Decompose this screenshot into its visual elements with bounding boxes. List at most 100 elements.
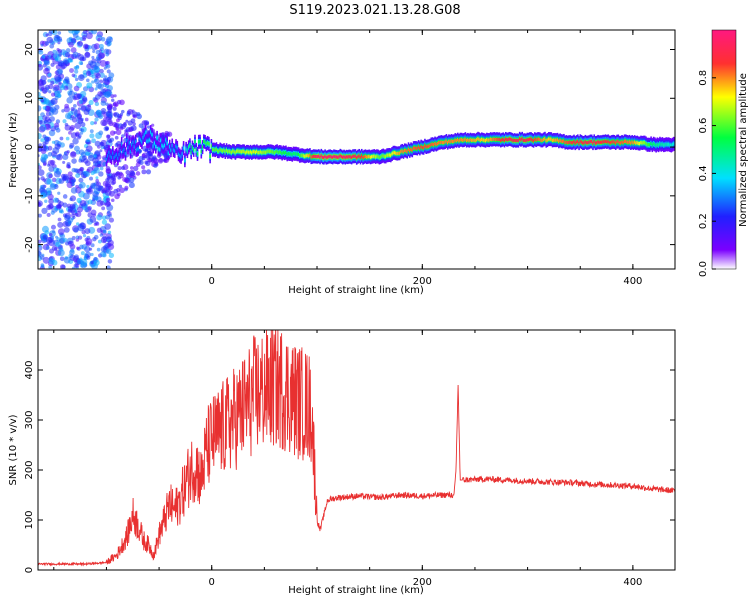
noise-point bbox=[86, 255, 91, 260]
ridge-cell bbox=[310, 155, 313, 159]
ridge-cell bbox=[184, 158, 186, 162]
ridge-cell bbox=[234, 151, 237, 155]
noise-point bbox=[93, 121, 97, 125]
noise-point bbox=[90, 243, 95, 248]
ridge-cell bbox=[137, 147, 139, 151]
noise-point bbox=[74, 145, 80, 152]
noise-point bbox=[38, 165, 42, 170]
noise-point bbox=[119, 114, 123, 118]
noise-point bbox=[44, 41, 50, 46]
noise-point bbox=[41, 55, 46, 59]
ridge-cell bbox=[257, 150, 259, 155]
ridge-cell bbox=[374, 155, 377, 159]
noise-point bbox=[56, 47, 60, 52]
noise-point bbox=[77, 41, 81, 45]
ridge-cell bbox=[609, 141, 612, 145]
noise-point bbox=[46, 212, 51, 218]
colorbar-gradient bbox=[711, 29, 737, 270]
ridge-cell bbox=[563, 139, 565, 143]
x-tick-label: 400 bbox=[623, 276, 642, 287]
noise-point bbox=[98, 171, 104, 177]
colorbar-tick-label: 0.6 bbox=[698, 118, 709, 134]
noise-point bbox=[96, 227, 102, 233]
ridge-cell bbox=[221, 149, 224, 153]
ridge-cell bbox=[355, 156, 358, 160]
noise-point bbox=[93, 154, 97, 158]
snr-panel: 0 200 400 0 100 200 300 400 Height of straight… bbox=[8, 329, 676, 596]
ridge-cell bbox=[343, 155, 345, 159]
noise-point bbox=[101, 206, 106, 211]
noise-point bbox=[38, 239, 42, 244]
ridge-cell bbox=[129, 150, 132, 154]
ridge-cell bbox=[107, 154, 109, 158]
ridge-cell bbox=[321, 155, 324, 159]
noise-point bbox=[44, 55, 51, 61]
ridge-cell bbox=[480, 137, 483, 142]
noise-point bbox=[82, 37, 86, 42]
noise-point bbox=[40, 192, 47, 199]
noise-point bbox=[62, 202, 68, 208]
noise-point bbox=[124, 178, 129, 183]
ridge-cell bbox=[408, 149, 411, 153]
ridge-cell bbox=[377, 155, 379, 159]
ridge-cell bbox=[191, 145, 194, 150]
y-tick-label: 10 bbox=[24, 92, 35, 105]
ridge-cell bbox=[326, 155, 329, 159]
ridge-cell bbox=[517, 138, 520, 143]
noise-point bbox=[40, 138, 45, 143]
ridge-cell bbox=[438, 141, 440, 145]
noise-point bbox=[119, 187, 125, 194]
ridge-cell bbox=[194, 140, 196, 144]
noise-point bbox=[74, 69, 79, 74]
ridge-cell bbox=[204, 140, 206, 144]
noise-point bbox=[57, 221, 64, 228]
noise-point bbox=[38, 63, 42, 68]
noise-point bbox=[64, 52, 71, 58]
noise-point bbox=[39, 255, 45, 260]
ridge-cell bbox=[454, 138, 457, 142]
noise-point bbox=[85, 32, 93, 40]
noise-point bbox=[97, 37, 101, 42]
ridge-cell bbox=[602, 140, 604, 144]
ridge-cell bbox=[201, 145, 204, 149]
noise-point bbox=[86, 70, 92, 77]
ridge-cell bbox=[362, 155, 364, 160]
ridge-cell bbox=[190, 150, 192, 154]
noise-point bbox=[56, 168, 60, 172]
ridge-cell bbox=[458, 139, 460, 143]
ridge-cell bbox=[546, 138, 549, 142]
noise-point bbox=[99, 79, 103, 84]
ridge-cell bbox=[489, 137, 492, 141]
noise-point bbox=[86, 184, 90, 189]
noise-point bbox=[94, 117, 99, 122]
ridge-cell bbox=[640, 141, 642, 145]
noise-point bbox=[109, 137, 115, 142]
noise-point bbox=[70, 115, 74, 119]
noise-point bbox=[44, 199, 48, 203]
noise-point bbox=[71, 158, 77, 164]
noise-point bbox=[95, 73, 101, 79]
ridge-cell bbox=[328, 155, 330, 159]
ridge-cell bbox=[474, 139, 477, 143]
ridge-cell bbox=[287, 152, 290, 156]
noise-point bbox=[97, 52, 105, 60]
ridge-cell bbox=[574, 141, 577, 145]
ridge-cell bbox=[335, 155, 338, 159]
ridge-cell bbox=[171, 143, 174, 148]
ridge-cell bbox=[416, 146, 419, 151]
ridge-cell bbox=[253, 149, 256, 154]
ridge-cell bbox=[391, 152, 393, 156]
ridge-cell bbox=[478, 137, 481, 142]
ridge-cell bbox=[583, 141, 585, 145]
ridge-cell bbox=[300, 153, 302, 158]
noise-point bbox=[151, 131, 157, 137]
ridge-cell bbox=[522, 138, 525, 143]
ridge-cell bbox=[299, 154, 301, 158]
noise-point bbox=[79, 181, 86, 189]
ridge-cell bbox=[292, 151, 295, 156]
noise-point bbox=[106, 111, 113, 118]
noise-point bbox=[70, 151, 76, 157]
noise-point bbox=[114, 122, 120, 128]
ridge-cell bbox=[521, 137, 524, 141]
noise-point bbox=[88, 189, 92, 193]
